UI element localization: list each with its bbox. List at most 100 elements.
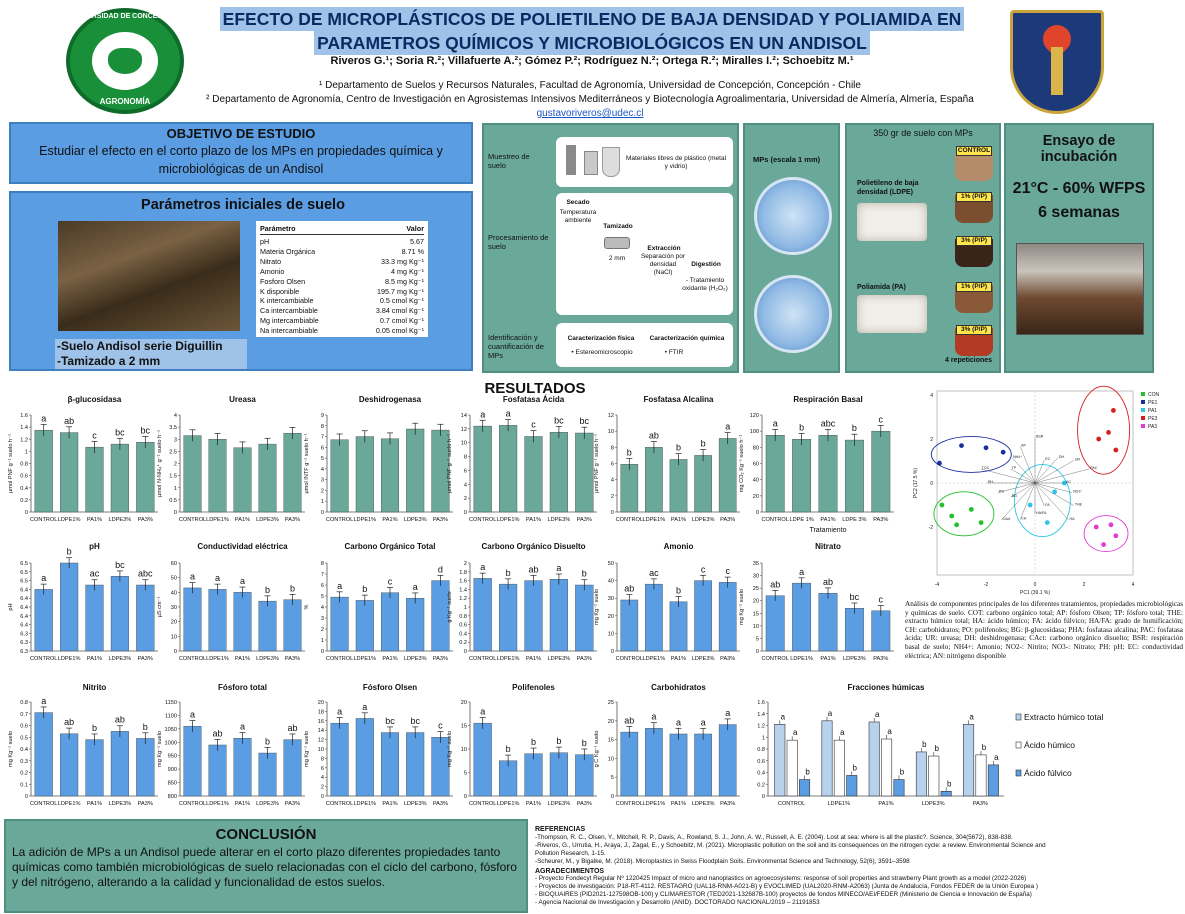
- y-tick-label: 1.5: [169, 474, 177, 480]
- pca-loading-arrow: [980, 468, 1036, 484]
- y-tick-label: 6.5: [20, 561, 28, 567]
- significance-letter: b: [676, 585, 681, 595]
- significance-letter: b: [506, 568, 511, 578]
- pca-biplot: -4 -2 0 2 4 4 2 0 -2 PC1 (39.1 %) PC2 (17.5 %) AC NO…: [913, 385, 1160, 595]
- bar: [233, 592, 252, 652]
- pca-legend-swatch: [1141, 408, 1145, 412]
- pca-loading-arrow: [1034, 482, 1069, 521]
- x-tick-label: PA1%: [671, 801, 686, 807]
- pca-loading-label: THE: [1075, 503, 1083, 507]
- y-tick-label: 8: [321, 756, 324, 762]
- pca-point: [968, 507, 974, 512]
- x-tick-label: CONTROL: [616, 656, 643, 662]
- y-tick-label: 2: [321, 785, 324, 791]
- pca-point: [1111, 408, 1116, 413]
- y-tick-label: 0.3: [20, 759, 28, 765]
- y-tick-label: 1.2: [757, 724, 765, 730]
- params-row: Ca intercambiable 3.84 cmol Kg⁻¹: [260, 306, 424, 316]
- y-tick-label: 6.5: [20, 570, 28, 576]
- chart-title: Fósforo total: [218, 683, 267, 692]
- procesamiento-label: Procesamiento de suelo: [488, 233, 549, 251]
- incubation-title: Ensayo de incubación: [1040, 133, 1118, 165]
- x-tick-label: PA1%: [382, 656, 397, 662]
- y-tick-label: 60: [753, 462, 759, 468]
- y-tick-label: 6.5: [20, 579, 28, 585]
- y-tick-label: 20: [608, 614, 614, 620]
- legend-swatch: [1015, 769, 1022, 777]
- y-axis-label: g C Kg⁻¹ suelo: [594, 731, 600, 768]
- param-value: 8.5 mg Kg⁻¹: [385, 276, 424, 286]
- param-value: 195.7 mg Kg⁻¹: [377, 286, 424, 296]
- y-tick-label: 3: [321, 478, 324, 484]
- chart-title: Ureasa: [229, 395, 256, 404]
- y-tick-label: 4: [321, 467, 324, 473]
- significance-letter: a: [875, 710, 880, 719]
- x-tick-label: PA3%: [973, 801, 988, 807]
- significance-letter: a: [799, 567, 804, 577]
- y-axis-label: µS cm⁻¹: [157, 596, 163, 617]
- significance-letter: a: [969, 712, 974, 721]
- y-tick-label: 2.5: [169, 449, 177, 455]
- x-tick-label: PA1%: [235, 656, 250, 662]
- bar: [499, 425, 518, 513]
- y-tick-label: 0: [464, 649, 467, 655]
- significance-letter: c: [725, 566, 730, 576]
- y-tick-label: 5: [611, 775, 614, 781]
- params-row: K disponible 195.7 mg Kg⁻¹: [260, 287, 424, 297]
- x-tick-label: LDPE1%: [643, 801, 666, 807]
- y-tick-label: 0: [25, 794, 28, 800]
- y-tick-label: 6.4: [20, 596, 28, 602]
- contact-email-link[interactable]: gustavoriveros@udec.cl: [536, 108, 644, 119]
- bar: [499, 583, 518, 652]
- chart-title: Nitrito: [83, 683, 107, 692]
- bar: [233, 738, 252, 797]
- results-title: RESULTADOS: [484, 380, 586, 397]
- bar: [694, 455, 712, 513]
- bar: [975, 754, 987, 797]
- reference-1: -Thompson, R. C., Olsen, Y., Mitchell, R…: [535, 833, 1013, 841]
- y-tick-label: 6.4: [20, 605, 28, 611]
- poster-title: EFECTO DE MICROPLÁSTICOS DE POLIETILENO …: [212, 7, 972, 55]
- bar: [645, 583, 663, 652]
- bar: [792, 439, 812, 513]
- x-tick-label: PA3%: [433, 801, 448, 807]
- y-tick-label: 1.8: [459, 570, 467, 576]
- significance-letter: ab: [770, 579, 780, 589]
- pca-point: [1108, 522, 1114, 528]
- bar: [669, 459, 688, 513]
- params-row: Amonio 4 mg Kg⁻¹: [260, 267, 424, 277]
- bar: [718, 438, 737, 513]
- significance-letter: ab: [64, 717, 74, 727]
- x-tick-label: PA3%: [720, 517, 735, 523]
- significance-letter: a: [413, 582, 418, 592]
- x-tick-label: LDPE3%: [256, 517, 279, 523]
- y-tick-label: 0: [756, 649, 759, 655]
- y-tick-label: 14: [461, 413, 467, 419]
- bar: [330, 722, 349, 797]
- pca-point: [1101, 542, 1106, 547]
- bar: [110, 443, 129, 513]
- x-axis-label: Tratamiento: [809, 527, 846, 534]
- y-tick-label: 2: [611, 494, 614, 500]
- pca-loading-label: HA/FA: [1036, 511, 1047, 515]
- references-title: REFERENCIAS: [535, 826, 586, 833]
- param-value: 0.05 cmol Kg⁻¹: [375, 326, 424, 336]
- bar: [549, 579, 568, 652]
- chart-title: pH: [89, 542, 100, 551]
- bar: [524, 436, 543, 513]
- significance-letter: a: [725, 422, 730, 432]
- significance-letter: b: [701, 439, 706, 449]
- torch-icon: [1051, 47, 1063, 95]
- mpsoil-title: 350 gr de suelo con MPs: [873, 128, 973, 138]
- bar: [645, 728, 663, 797]
- legend-swatch: [1015, 741, 1022, 749]
- y-tick-label: 0: [464, 794, 467, 800]
- y-tick-label: 2: [321, 627, 324, 633]
- ack-3: - BIOQUAIRES (PID2021-127598OB-100) y CL…: [535, 891, 1032, 899]
- y-tick-label: 0: [174, 649, 177, 655]
- significance-letter: c: [879, 414, 884, 424]
- digestion-label: Digestión: [691, 261, 721, 268]
- chart-title: Deshidrogenasa: [359, 395, 422, 404]
- tamizado-label: Tamizado: [603, 223, 633, 230]
- chart-title: Amonio: [664, 542, 694, 551]
